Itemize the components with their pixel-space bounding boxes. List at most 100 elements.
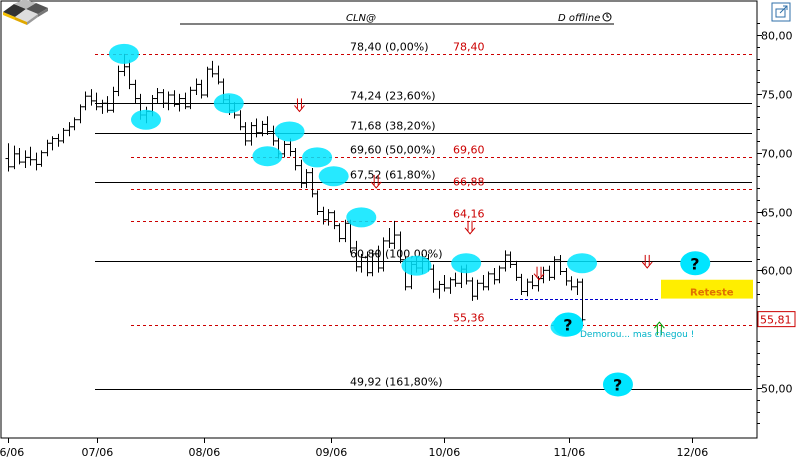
price-bar [126, 59, 133, 90]
swing-point-marker [401, 255, 432, 276]
question-marker: ? [602, 372, 633, 397]
fib-level-label: 67,52 (61,80%) [350, 169, 436, 182]
fib-level-label: 78,40 (0,00%) [350, 41, 429, 54]
symbol-label: CLN@ [346, 13, 376, 24]
fib-level-value: 69,60 [453, 144, 485, 157]
fib-level-value: 55,36 [453, 312, 485, 325]
down-arrow-icon-head [641, 261, 653, 269]
price-bar [93, 92, 100, 111]
price-bar [60, 127, 67, 144]
price-bar [104, 96, 111, 113]
reteste-box [661, 279, 753, 299]
price-bar [391, 220, 398, 250]
question-marker-text: ? [690, 254, 699, 273]
price-bar [579, 278, 586, 325]
down-arrow-icon-head [294, 105, 305, 113]
price-bar [165, 91, 172, 111]
price-bar [176, 93, 183, 112]
annotations: ??? Demorou... mas chegou ! [108, 43, 711, 397]
down-arrow-icon [294, 98, 305, 113]
x-axis: 06/06 07/06 08/06 09/06 10/06 11/06 12/06 [0, 438, 708, 459]
y-tick-label: 80,00 [761, 30, 793, 43]
x-tick-label: 09/06 [316, 446, 348, 459]
reteste-label: Reteste [690, 288, 734, 299]
clock-icon [602, 12, 612, 22]
price-bar [115, 65, 122, 97]
price-bar [496, 265, 503, 284]
price-bar [209, 60, 216, 78]
x-tick-label: 06/06 [0, 446, 24, 459]
price-bar [551, 256, 558, 280]
swing-point-marker [252, 146, 283, 167]
price-bar [16, 147, 23, 165]
price-bar [38, 150, 45, 167]
swing-point-marker [274, 121, 305, 142]
price-bar [198, 79, 205, 99]
price-bar [568, 276, 575, 291]
price-bar [380, 237, 387, 272]
x-tick-label: 12/06 [677, 446, 709, 459]
price-bar [369, 250, 376, 277]
price-bar [518, 273, 525, 296]
swing-point-marker [346, 207, 377, 228]
swing-point-marker [108, 43, 139, 64]
x-tick-label: 11/06 [554, 446, 586, 459]
status-label: D offline [558, 13, 600, 24]
price-bar [49, 136, 56, 151]
price-bar [82, 91, 89, 111]
question-marker: ? [680, 251, 711, 276]
fib-level-label: 74,24 (23,60%) [350, 90, 436, 103]
price-bar [325, 209, 332, 226]
price-bar [242, 122, 249, 146]
fib-level-value: 64,16 [453, 208, 485, 221]
price-bar [27, 146, 34, 166]
question-marker-circle [602, 372, 633, 397]
down-arrow-icon [533, 266, 545, 281]
fib-level-label: 69,60 (50,00%) [350, 144, 436, 157]
expand-icon[interactable] [771, 2, 791, 22]
swing-point-marker [567, 253, 598, 274]
down-arrow-icon [464, 220, 476, 235]
price-bar [529, 275, 536, 290]
x-tick-label: 08/06 [189, 446, 221, 459]
price-bar [154, 87, 161, 104]
price-bar [507, 251, 514, 268]
price-bar [557, 255, 564, 276]
up-arrow-icon-head [653, 321, 665, 329]
price-bar [485, 271, 492, 291]
fib-level-value: 66,88 [453, 176, 485, 189]
swing-point-marker [302, 147, 333, 168]
fib-level-label: 71,68 (38,20%) [350, 120, 436, 133]
down-arrow-icon-head [370, 181, 382, 189]
price-bar [5, 143, 12, 172]
price-bar [303, 169, 310, 188]
price-bar [292, 147, 299, 171]
up-arrow-icon [653, 321, 665, 336]
price-bar [187, 86, 194, 110]
price-bar [314, 190, 321, 216]
price-bar [336, 223, 343, 243]
price-bar [264, 116, 271, 136]
annotation-text: Demorou... mas chegou ! [580, 330, 694, 340]
swing-point-marker [213, 93, 244, 114]
question-marker: ? [553, 312, 584, 337]
plot-frame [0, 0, 758, 439]
price-bar [71, 117, 78, 131]
current-price-box [757, 311, 796, 328]
price-bar [358, 253, 365, 273]
price-bar [441, 275, 448, 292]
fib-level-label: 49,92 (161,80%) [350, 376, 443, 389]
price-bar [430, 264, 437, 293]
price-bar [474, 279, 481, 300]
current-price-label: 55,81 [760, 314, 792, 327]
fibonacci-levels: 78,40 (0,00%) 78,40 74,24 (23,60%) 71,68 (3… [95, 41, 753, 390]
y-tick-label: 75,00 [761, 89, 793, 102]
checkered-logo-icon [3, 0, 48, 25]
down-arrow-icon [641, 254, 653, 269]
y-tick-label: 60,00 [761, 265, 793, 278]
price-bar [253, 118, 260, 138]
swing-point-marker [451, 253, 482, 274]
question-marker-circle [680, 251, 711, 276]
down-arrow-icon-head [464, 227, 476, 235]
